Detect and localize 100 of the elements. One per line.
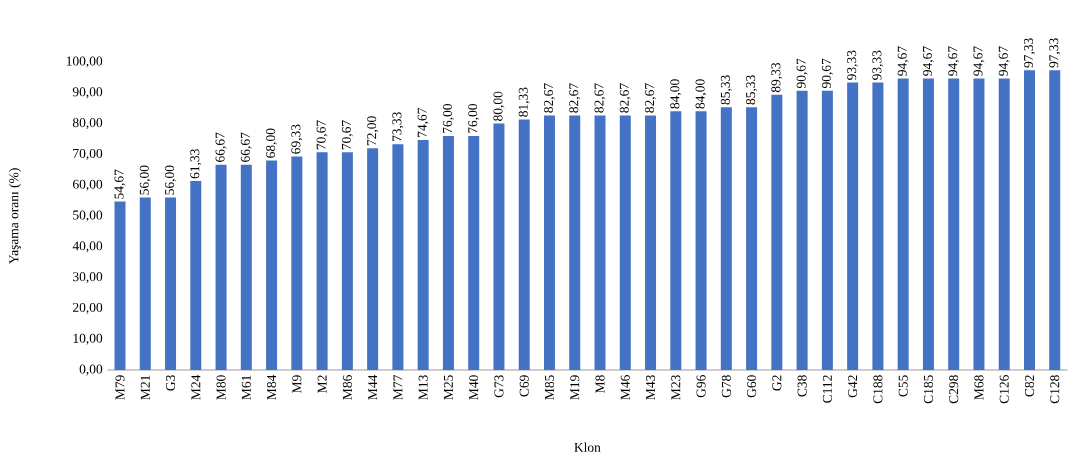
- x-tick-label: M2: [317, 375, 327, 393]
- bar: [215, 164, 227, 370]
- data-label: 66,67: [240, 132, 252, 162]
- bar: [392, 144, 404, 370]
- x-tick-label: M13: [418, 375, 428, 400]
- x-tick-label: C188: [873, 375, 883, 404]
- bar: [897, 78, 909, 370]
- bar: [922, 78, 934, 370]
- bar: [998, 78, 1010, 370]
- bar: [746, 107, 758, 370]
- bar: [417, 140, 429, 370]
- x-tick-label: M40: [469, 375, 479, 400]
- data-label: 70,67: [341, 120, 353, 150]
- y-axis-title: Yaşama oranı (%): [8, 168, 22, 265]
- data-label: 89,33: [771, 62, 783, 93]
- x-tick-label: C298: [949, 375, 959, 404]
- x-tick-label: M19: [570, 375, 580, 400]
- x-tick-label: G73: [494, 375, 504, 398]
- x-tick-label: C38: [797, 375, 807, 397]
- x-tick-label: M8: [595, 375, 605, 393]
- bar: [872, 82, 884, 370]
- x-tick-label: C55: [898, 375, 908, 397]
- x-tick-label: G3: [166, 375, 176, 391]
- x-tick-label: M46: [620, 375, 630, 400]
- data-label: 73,33: [392, 112, 404, 142]
- data-label: 76,00: [442, 103, 454, 133]
- bar: [367, 148, 379, 370]
- data-label: 94,67: [998, 46, 1010, 76]
- data-label: 82,67: [645, 83, 657, 113]
- y-tick-label: 10,00: [73, 333, 103, 345]
- bar: [341, 152, 353, 370]
- data-label: 84,00: [695, 79, 707, 109]
- data-label: 94,67: [897, 46, 909, 76]
- data-label: 82,67: [569, 83, 581, 113]
- bar: [139, 197, 151, 370]
- x-tick-label: C82: [1024, 375, 1035, 397]
- x-tick-label: M23: [671, 375, 681, 400]
- data-label: 84,00: [670, 79, 682, 109]
- y-tick-label: 90,00: [72, 87, 103, 99]
- x-tick-label: M25: [443, 375, 453, 400]
- data-label: 90,67: [821, 58, 833, 89]
- bar: [948, 78, 960, 370]
- data-label: 81,33: [518, 87, 530, 117]
- x-tick-label: M68: [974, 375, 984, 400]
- y-tick-label: 70,00: [73, 148, 103, 160]
- y-tick-label: 50,00: [73, 210, 103, 222]
- x-tick-label: M61: [241, 375, 251, 400]
- bar: [771, 94, 783, 370]
- bar: [543, 115, 555, 370]
- bar: [518, 119, 530, 370]
- data-label: 70,67: [316, 120, 328, 150]
- x-tick-label: M86: [342, 375, 352, 400]
- data-label: 85,33: [720, 75, 732, 105]
- x-tick-label: M79: [115, 375, 125, 400]
- x-tick-label: G2: [772, 375, 782, 391]
- bar: [645, 115, 657, 370]
- x-tick-label: M80: [216, 375, 226, 400]
- bar: [493, 123, 505, 370]
- bar: [821, 90, 833, 370]
- y-tick-label: 0,00: [79, 364, 103, 376]
- y-tick-label: 40,00: [72, 241, 103, 253]
- data-label: 94,67: [948, 46, 960, 76]
- x-tick-label: M84: [267, 374, 277, 400]
- data-label: 85,33: [746, 75, 758, 105]
- bar: [240, 164, 252, 370]
- x-tick-label: M85: [544, 375, 555, 400]
- y-tick-label: 30,00: [73, 272, 103, 284]
- data-label: 56,00: [165, 165, 177, 195]
- x-tick-label: G42: [848, 375, 858, 398]
- x-tick-label: C126: [999, 375, 1009, 404]
- data-label: 82,67: [594, 83, 606, 113]
- bar: [114, 201, 126, 370]
- x-tick-label: G96: [696, 375, 706, 398]
- data-label: 90,67: [796, 58, 808, 89]
- x-tick-label: G60: [747, 375, 757, 398]
- data-label: 97,33: [1049, 38, 1061, 68]
- bar: [266, 160, 278, 370]
- bar: [720, 107, 732, 370]
- data-label: 61,33: [190, 149, 202, 179]
- y-tick-label: 100,00: [66, 56, 103, 68]
- y-tick-label: 60,00: [73, 179, 103, 191]
- bar: [796, 90, 808, 370]
- data-label: 82,67: [543, 83, 555, 113]
- bar: [316, 152, 328, 370]
- x-tick-label: M21: [140, 375, 150, 400]
- bar: [291, 156, 303, 370]
- x-tick-label: C128: [1050, 375, 1060, 404]
- bar: [165, 197, 177, 370]
- data-label: 93,33: [872, 50, 884, 80]
- data-label: 54,67: [114, 169, 126, 199]
- x-tick-label: M77: [393, 375, 403, 400]
- bar: [847, 82, 859, 370]
- data-label: 66,67: [215, 132, 227, 162]
- data-label: 94,67: [922, 46, 934, 76]
- x-tick-label: G78: [721, 375, 731, 398]
- bar: [670, 111, 682, 370]
- bar: [468, 135, 480, 370]
- y-tick-label: 80,00: [72, 118, 103, 130]
- data-label: 56,00: [139, 165, 151, 195]
- data-label: 80,00: [493, 91, 505, 121]
